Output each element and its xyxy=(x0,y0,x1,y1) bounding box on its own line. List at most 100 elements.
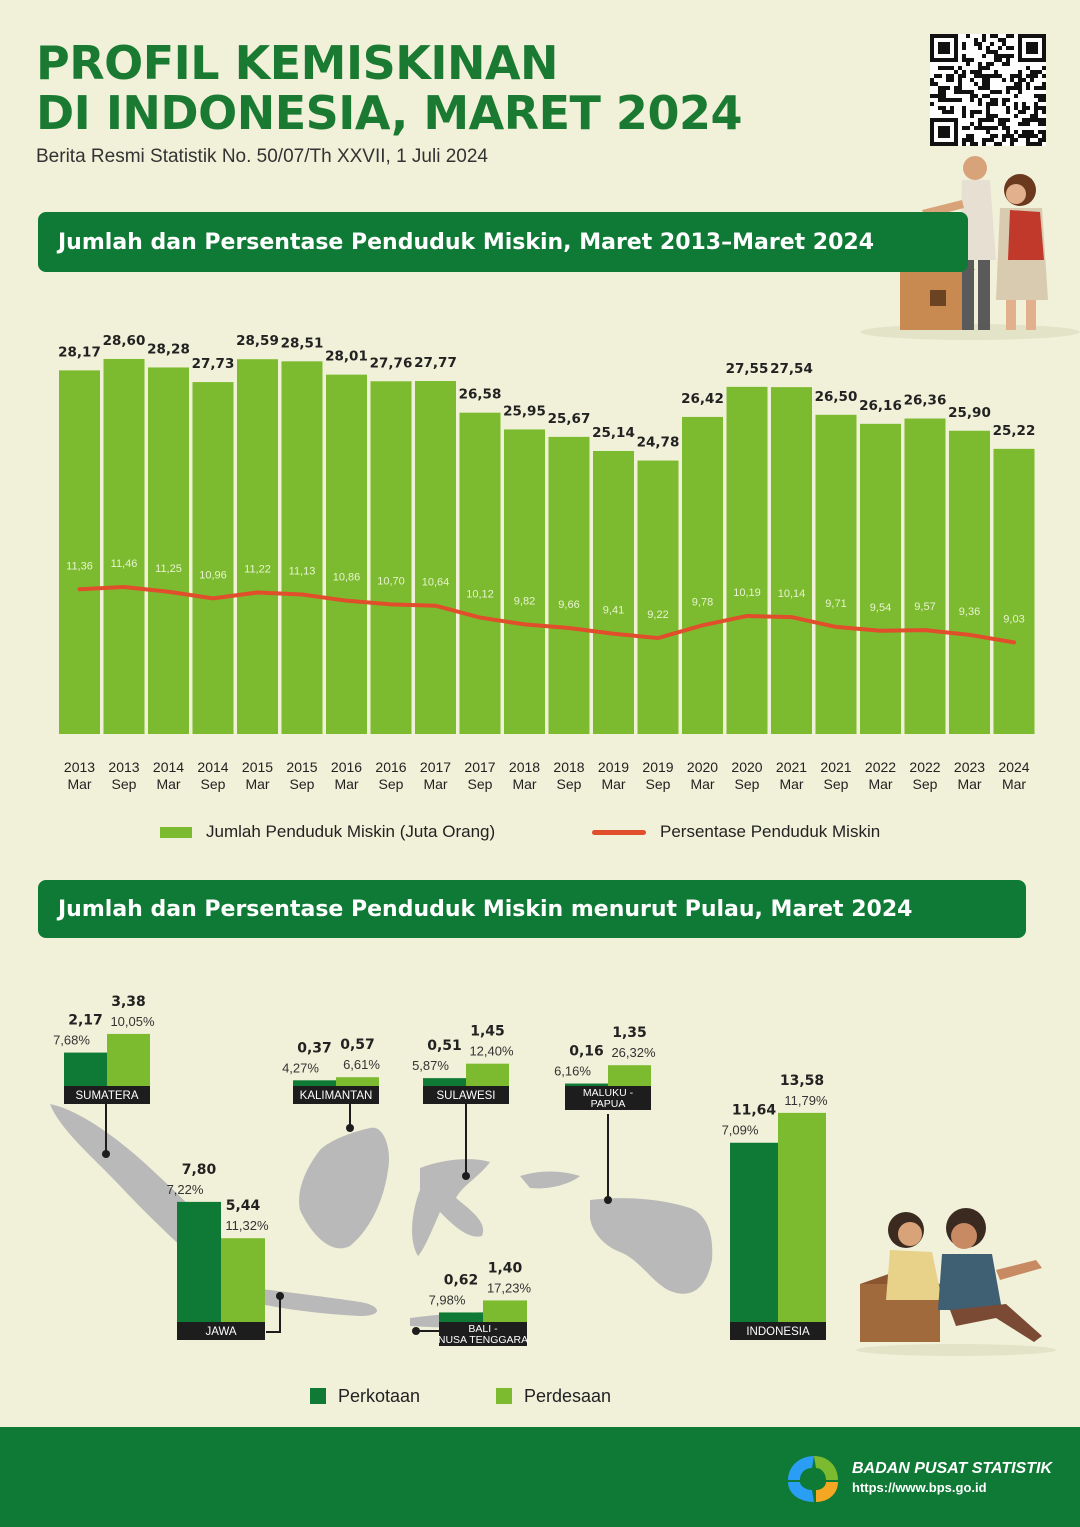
legend-swatch-jumlah xyxy=(160,826,192,838)
x-tick-year: 2019 xyxy=(598,759,629,775)
pct-value-label: 10,14 xyxy=(778,588,806,600)
x-tick-year: 2015 xyxy=(286,759,317,775)
x-tick-year: 2014 xyxy=(197,759,228,775)
pct-value-label: 9,22 xyxy=(647,609,668,621)
bar-value-label: 28,59 xyxy=(236,333,279,349)
island-label-box xyxy=(439,1322,527,1346)
legend-item-persentase: Persentase Penduduk Miskin xyxy=(592,820,932,844)
location-dot xyxy=(346,1124,354,1132)
bar-21 xyxy=(993,448,1035,734)
x-tick-month: Mar xyxy=(512,776,536,792)
bar-13 xyxy=(637,460,679,734)
qr-code-icon xyxy=(930,34,1046,146)
x-tick-year: 2018 xyxy=(553,759,584,775)
page-title-line2: DI INDONESIA, MARET 2024 xyxy=(36,86,742,140)
bar-value-label: 28,17 xyxy=(58,344,101,360)
x-tick-year: 2020 xyxy=(687,759,718,775)
bar-perkotaan xyxy=(293,1080,336,1086)
bar-perdesaan xyxy=(466,1063,509,1086)
bar-7 xyxy=(370,381,412,734)
island-name-label: BALI - xyxy=(468,1323,498,1335)
bar-value-label: 28,51 xyxy=(281,335,324,351)
x-tick-year: 2017 xyxy=(420,759,451,775)
pct-value-label: 11,22 xyxy=(244,563,271,575)
bar-perkotaan xyxy=(177,1201,221,1322)
bar-15 xyxy=(726,386,768,734)
bar-10 xyxy=(504,429,545,734)
location-dot xyxy=(276,1292,284,1300)
bar-0 xyxy=(59,370,100,734)
perdesaan-jumlah-label: 3,38 xyxy=(111,994,146,1010)
bar-perdesaan xyxy=(778,1112,826,1322)
bar-value-label: 26,42 xyxy=(681,391,724,407)
perkotaan-jumlah-label: 2,17 xyxy=(68,1013,103,1029)
legend-label-perkotaan: Perkotaan xyxy=(338,1385,421,1406)
perdesaan-jumlah-label: 0,57 xyxy=(340,1037,375,1053)
family-house-illustration xyxy=(860,156,1080,340)
bar-14 xyxy=(682,416,723,734)
bar-perkotaan xyxy=(565,1083,608,1086)
x-tick-year: 2013 xyxy=(64,759,95,775)
island-label-box xyxy=(64,1086,150,1104)
bar-value-label: 27,54 xyxy=(770,361,813,377)
legend-label-perdesaan: Perdesaan xyxy=(524,1385,612,1406)
island-name-label: SUMATERA xyxy=(75,1090,138,1102)
island-poverty-chart: 2,17 7,68% 3,38 10,05% SUMATERA 0,37 4,27% 0,57… xyxy=(50,994,828,1346)
bar-value-label: 28,60 xyxy=(103,333,146,349)
bar-4 xyxy=(237,359,278,734)
perdesaan-persen-label: 6,61% xyxy=(343,1057,380,1072)
x-tick-month: Mar xyxy=(601,776,625,792)
pct-value-label: 11,36 xyxy=(66,560,93,572)
x-tick-month: Sep xyxy=(201,776,226,792)
island-name-label: KALIMANTAN xyxy=(300,1090,373,1102)
page-title-line1: PROFIL KEMISKINAN xyxy=(36,36,559,90)
pct-value-label: 11,46 xyxy=(111,558,138,570)
x-tick-year: 2023 xyxy=(954,759,985,775)
section-banner-trend: Jumlah dan Persentase Penduduk Miskin, M… xyxy=(38,212,968,272)
pct-value-label: 10,12 xyxy=(466,589,494,601)
x-tick-year: 2018 xyxy=(509,759,540,775)
bar-value-label: 25,95 xyxy=(503,403,546,419)
island-label-box xyxy=(177,1322,265,1340)
pct-value-label: 9,03 xyxy=(1003,613,1024,625)
perkotaan-jumlah-label: 7,80 xyxy=(182,1162,217,1178)
pct-value-label: 9,78 xyxy=(692,596,713,608)
x-tick-year: 2016 xyxy=(331,759,362,775)
x-tick-month: Mar xyxy=(690,776,714,792)
bps-url-link[interactable]: https://www.bps.go.id xyxy=(852,1480,987,1495)
x-tick-month: Sep xyxy=(468,776,493,792)
bar-value-label: 28,28 xyxy=(147,341,190,357)
pct-value-label: 10,96 xyxy=(199,569,227,581)
bar-value-label: 27,55 xyxy=(726,361,769,377)
island-name-label: NUSA TENGGARA xyxy=(438,1334,528,1346)
bar-value-label: 27,73 xyxy=(192,356,235,372)
legend-label-jumlah: Jumlah Penduduk Miskin (Juta Orang) xyxy=(206,822,496,841)
bar-value-label: 28,01 xyxy=(325,349,368,365)
poverty-trend-chart: 28,1711,362013Mar28,6011,462013Sep28,281… xyxy=(58,333,1035,792)
bar-value-label: 26,36 xyxy=(904,393,947,409)
perkotaan-persen-label: 6,16% xyxy=(554,1064,591,1079)
pct-value-label: 9,57 xyxy=(914,601,935,613)
bar-perdesaan xyxy=(608,1065,651,1086)
x-tick-year: 2015 xyxy=(242,759,273,775)
perkotaan-jumlah-label: 0,16 xyxy=(569,1044,604,1060)
perkotaan-jumlah-label: 11,64 xyxy=(732,1103,777,1119)
bar-20 xyxy=(949,430,990,734)
perdesaan-persen-label: 11,79% xyxy=(784,1093,828,1108)
pct-value-label: 9,36 xyxy=(959,606,980,618)
pct-value-label: 9,54 xyxy=(870,602,891,614)
bar-perkotaan xyxy=(423,1078,466,1086)
x-tick-month: Mar xyxy=(67,776,91,792)
x-tick-month: Sep xyxy=(290,776,315,792)
perkotaan-persen-label: 7,22% xyxy=(167,1182,204,1197)
legend-swatch-perkotaan xyxy=(310,1388,326,1404)
perdesaan-jumlah-label: 5,44 xyxy=(226,1198,261,1214)
island-name-label: INDONESIA xyxy=(746,1326,810,1338)
bar-18 xyxy=(860,423,901,734)
x-tick-year: 2017 xyxy=(464,759,495,775)
footer-bar xyxy=(0,1427,1080,1527)
percentage-line xyxy=(77,584,1016,645)
perkotaan-jumlah-label: 0,37 xyxy=(297,1040,332,1056)
legend-swatch-perdesaan xyxy=(496,1388,512,1404)
location-dot xyxy=(102,1150,110,1158)
